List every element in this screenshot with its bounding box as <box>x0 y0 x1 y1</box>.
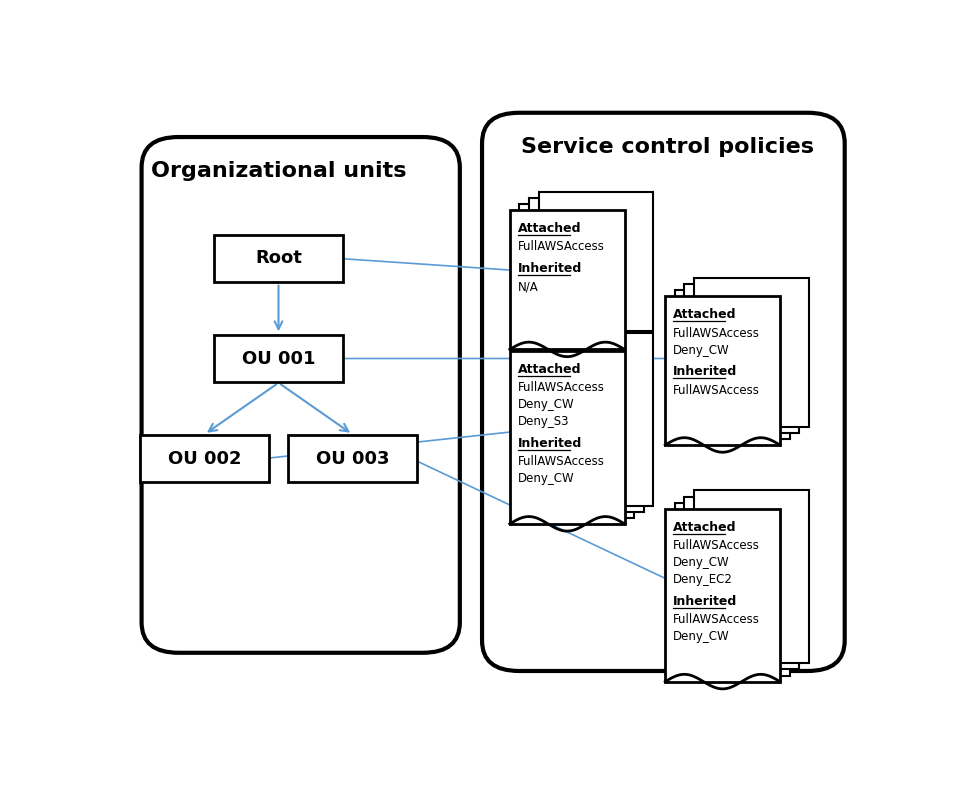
FancyBboxPatch shape <box>139 435 269 482</box>
Text: OU 001: OU 001 <box>242 350 315 367</box>
FancyBboxPatch shape <box>666 509 780 682</box>
Text: N/A: N/A <box>518 281 539 293</box>
Text: FullAWSAccess: FullAWSAccess <box>673 613 760 626</box>
FancyBboxPatch shape <box>287 435 417 482</box>
Text: Attached: Attached <box>518 222 582 235</box>
FancyBboxPatch shape <box>520 345 634 518</box>
FancyBboxPatch shape <box>510 210 625 349</box>
Text: FullAWSAccess: FullAWSAccess <box>518 381 605 394</box>
FancyBboxPatch shape <box>539 191 653 331</box>
FancyBboxPatch shape <box>694 278 809 427</box>
FancyBboxPatch shape <box>520 204 634 344</box>
Text: Deny_EC2: Deny_EC2 <box>673 573 733 586</box>
Text: Attached: Attached <box>673 521 737 533</box>
FancyBboxPatch shape <box>214 335 343 382</box>
Text: Attached: Attached <box>518 363 582 376</box>
FancyBboxPatch shape <box>675 290 790 439</box>
Text: Inherited: Inherited <box>673 595 737 608</box>
FancyBboxPatch shape <box>141 137 460 652</box>
Text: FullAWSAccess: FullAWSAccess <box>518 240 605 253</box>
Text: Deny_CW: Deny_CW <box>518 398 575 411</box>
Text: Deny_CW: Deny_CW <box>673 630 730 643</box>
Text: FullAWSAccess: FullAWSAccess <box>673 327 760 340</box>
Text: OU 002: OU 002 <box>168 450 242 467</box>
Text: Attached: Attached <box>673 308 737 322</box>
Text: Inherited: Inherited <box>518 437 583 450</box>
Text: FullAWSAccess: FullAWSAccess <box>518 455 605 468</box>
Text: Organizational units: Organizational units <box>151 162 406 181</box>
Text: FullAWSAccess: FullAWSAccess <box>673 539 760 552</box>
Text: Root: Root <box>255 249 302 267</box>
Text: Deny_CW: Deny_CW <box>673 556 730 569</box>
Text: Inherited: Inherited <box>673 366 737 378</box>
Text: Deny_S3: Deny_S3 <box>518 415 569 428</box>
Text: FullAWSAccess: FullAWSAccess <box>673 384 760 396</box>
FancyBboxPatch shape <box>529 339 644 511</box>
Text: Service control policies: Service control policies <box>520 137 814 157</box>
Text: Inherited: Inherited <box>518 262 583 275</box>
FancyBboxPatch shape <box>685 496 799 670</box>
Text: OU 003: OU 003 <box>316 450 390 467</box>
FancyBboxPatch shape <box>675 503 790 675</box>
FancyBboxPatch shape <box>666 296 780 445</box>
FancyBboxPatch shape <box>539 333 653 506</box>
FancyBboxPatch shape <box>694 490 809 663</box>
Text: Deny_CW: Deny_CW <box>518 472 575 485</box>
FancyBboxPatch shape <box>685 284 799 433</box>
Text: Deny_CW: Deny_CW <box>673 344 730 357</box>
FancyBboxPatch shape <box>482 113 845 671</box>
FancyBboxPatch shape <box>214 235 343 282</box>
FancyBboxPatch shape <box>510 351 625 524</box>
FancyBboxPatch shape <box>529 198 644 337</box>
